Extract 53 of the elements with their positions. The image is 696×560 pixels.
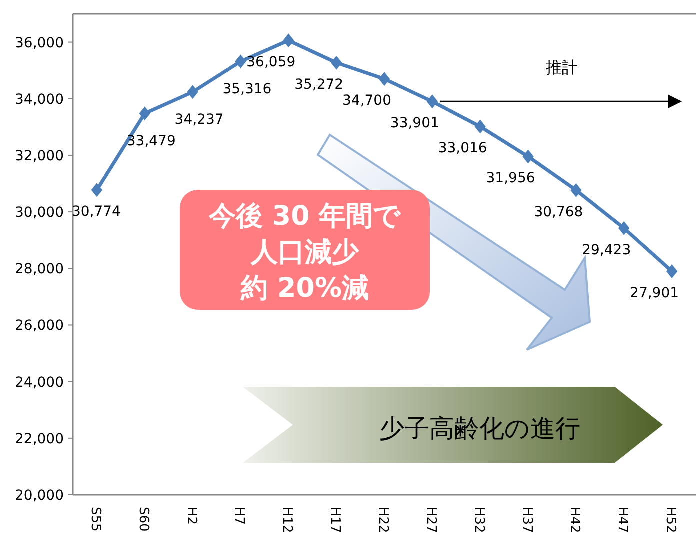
annotation: 今後 30 年間で — [208, 201, 402, 232]
annotation: 少子高齢化の進行 — [380, 414, 580, 443]
y-tick-label: 32,000 — [15, 148, 64, 164]
text: 35,316 — [222, 82, 272, 98]
x-tick-label: H7 — [232, 507, 247, 526]
x-tick-label: H47 — [615, 507, 630, 534]
point — [378, 72, 390, 86]
point — [139, 106, 150, 121]
y-tick-label: 28,000 — [15, 262, 64, 278]
x-tick-label: S55 — [88, 507, 103, 532]
point — [474, 120, 486, 134]
x-tick-label: H2 — [184, 507, 199, 526]
annotation: 推計 — [546, 58, 578, 77]
text: 33,016 — [438, 140, 488, 157]
text: 30,774 — [72, 204, 121, 220]
x-tick-label: S60 — [136, 507, 151, 532]
x-tick-label: H22 — [376, 507, 390, 534]
text: 31,956 — [486, 170, 536, 187]
y-tick-label: 26,000 — [15, 318, 64, 334]
x-tick-label: H17 — [328, 507, 343, 534]
y-tick-label: 36,000 — [15, 35, 64, 52]
y-tick-label: 22,000 — [15, 431, 64, 448]
x-tick-label: H32 — [471, 507, 486, 534]
point — [522, 150, 534, 164]
point — [235, 54, 246, 69]
text: 34,237 — [174, 112, 224, 128]
point — [187, 85, 198, 100]
y-tick-label: 34,000 — [15, 92, 64, 108]
text: 27,901 — [630, 285, 680, 302]
x-tick-label: H27 — [423, 507, 438, 534]
point — [426, 94, 438, 109]
x-tick-label: H37 — [519, 507, 534, 534]
text: 29,423 — [582, 242, 632, 258]
point — [666, 264, 678, 278]
point — [91, 183, 103, 198]
text: 35,272 — [294, 76, 344, 93]
text: 34,700 — [342, 93, 392, 110]
x-tick-label: H52 — [663, 507, 678, 534]
annotation: 約 20%減 — [240, 273, 370, 304]
y-tick-label: 30,000 — [15, 205, 64, 222]
x-tick-label: H42 — [567, 507, 582, 534]
text: 36,059 — [246, 54, 296, 71]
text: 30,768 — [534, 204, 584, 220]
annotation: 人口減少 — [250, 237, 360, 268]
point — [330, 56, 342, 70]
point — [618, 221, 630, 236]
text: 33,479 — [126, 134, 176, 150]
point — [283, 34, 294, 48]
y-tick-label: 20,000 — [15, 488, 64, 504]
y-tick-label: 24,000 — [15, 374, 64, 391]
text: 33,901 — [390, 116, 440, 132]
x-tick-label: H12 — [280, 507, 295, 534]
point — [570, 183, 582, 198]
